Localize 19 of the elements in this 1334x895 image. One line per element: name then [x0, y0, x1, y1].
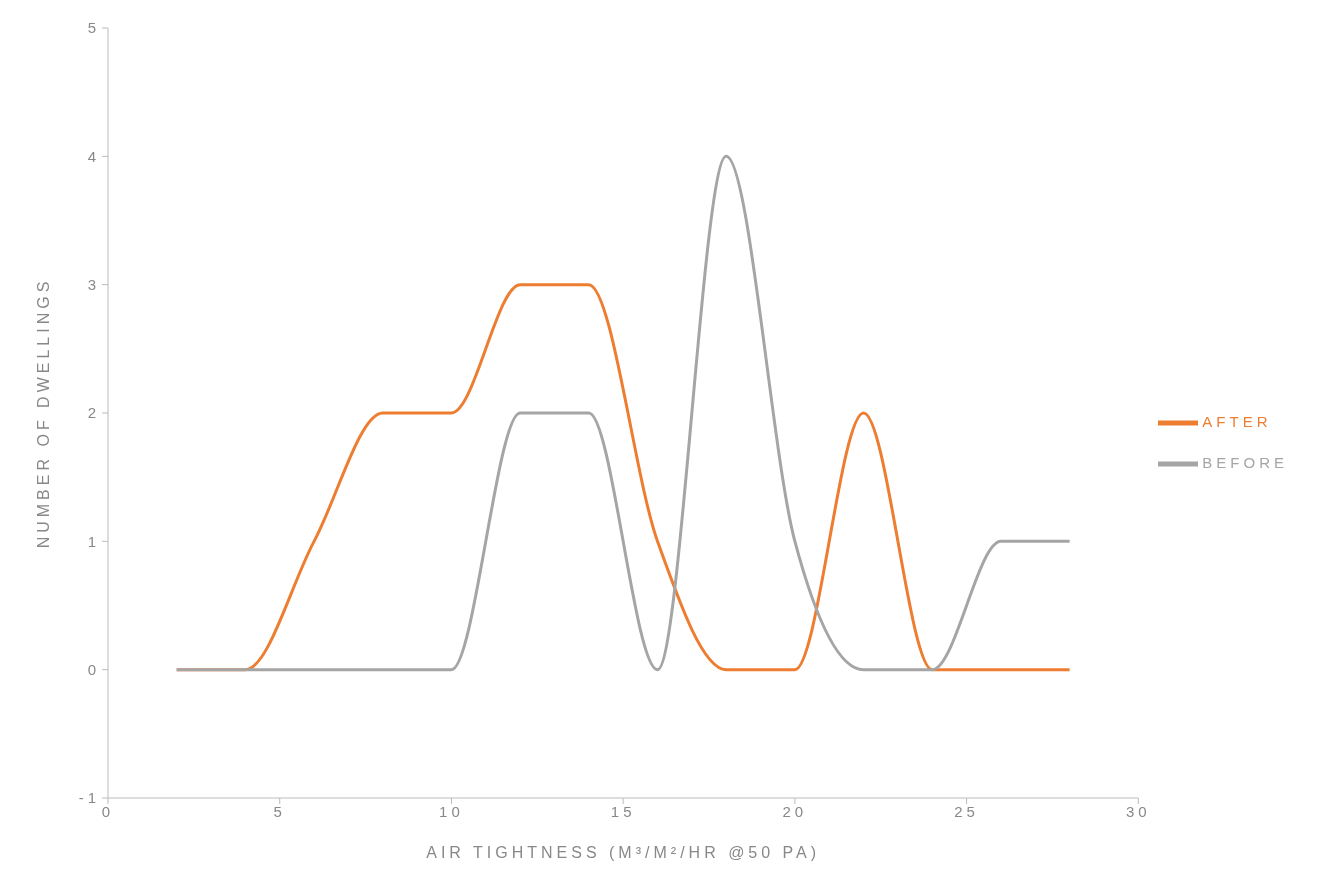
line-series: [175, 154, 1072, 672]
y-tick-label: 5: [87, 19, 100, 37]
x-tick-label: 15: [610, 802, 636, 820]
y-axis-title: NUMBER OF DWELLINGS: [34, 277, 52, 549]
x-tick-label: 20: [782, 802, 808, 820]
y-tick-label: -1: [78, 789, 100, 807]
y-tick-label: 4: [87, 147, 100, 165]
y-tick-label: 3: [87, 275, 100, 293]
x-tick-label: 0: [101, 802, 115, 820]
legend-label: BEFORE: [1202, 454, 1288, 471]
y-tick-label: 2: [87, 404, 100, 422]
y-tick-label: 0: [87, 660, 100, 678]
x-tick-label: 25: [954, 802, 979, 820]
legend-label: AFTER: [1202, 412, 1272, 430]
x-tick-label: 5: [273, 802, 286, 820]
x-axis-title: AIR TIGHTNESS (M³/M²/HR @50 PA): [426, 844, 821, 861]
x-tick-label: 10: [439, 802, 464, 820]
x-tick-label: 30: [1125, 802, 1151, 820]
y-tick-label: 1: [87, 532, 100, 550]
